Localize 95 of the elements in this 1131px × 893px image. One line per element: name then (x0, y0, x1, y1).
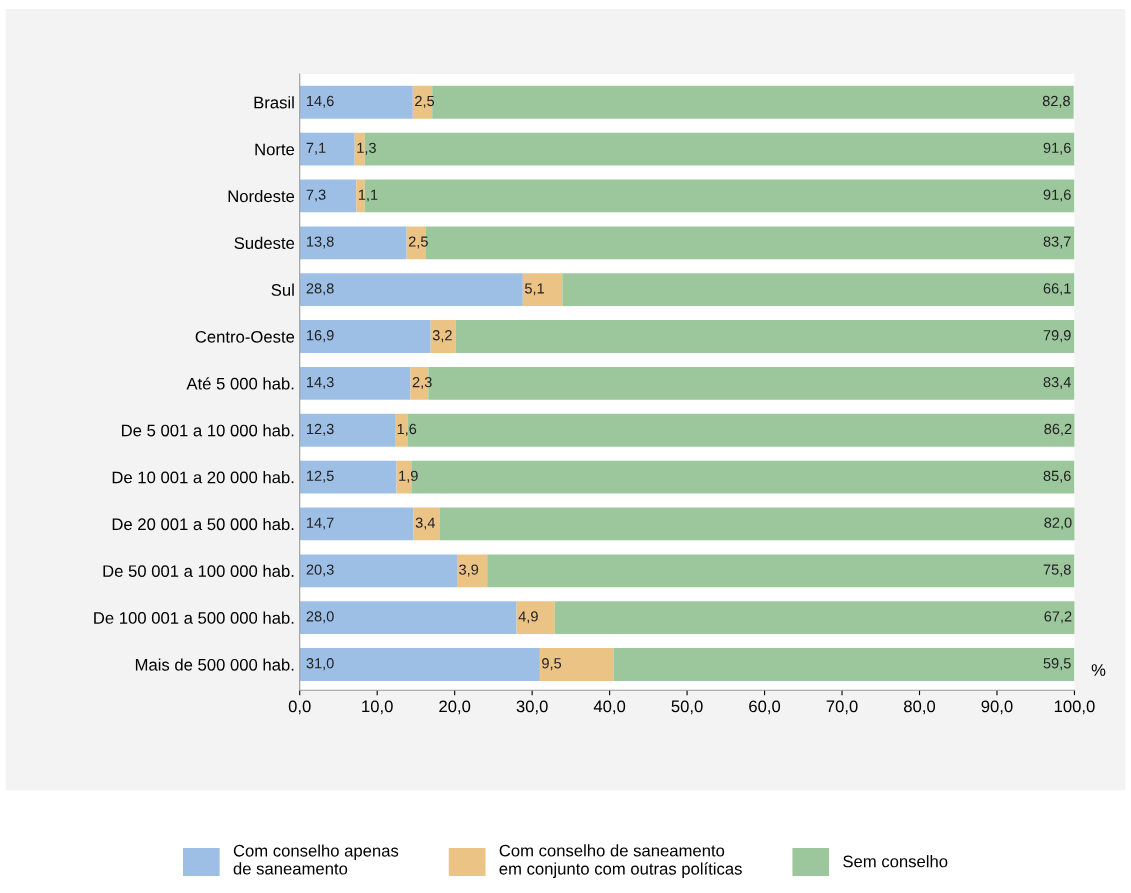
bar (554, 601, 1075, 635)
bar (456, 554, 488, 588)
y-tick-label: Nordeste (228, 189, 295, 203)
data-label: 85,6 (1043, 470, 1071, 483)
data-label: 14,7 (307, 517, 334, 530)
x-tick-label: 70,0 (826, 700, 858, 715)
bar (539, 648, 614, 681)
data-label: 7,3 (306, 189, 326, 202)
bar (299, 85, 413, 119)
y-tick-label: Mais de 500 000 hab. (135, 658, 294, 671)
data-label: 83,7 (1043, 236, 1071, 249)
x-tick-label: 80,0 (904, 700, 936, 715)
y-tick-label: Sul (271, 283, 294, 296)
data-label: 1,1 (358, 189, 378, 202)
data-label: 79,9 (1043, 330, 1071, 343)
data-label: 2,5 (408, 236, 428, 249)
data-label: 2,3 (412, 376, 432, 390)
y-tick-label: De 100 001 a 500 000 hab. (94, 611, 294, 624)
data-label: 14,6 (307, 95, 334, 108)
y-tick-label: Brasil (254, 96, 294, 109)
bar (299, 132, 355, 166)
bar (299, 179, 357, 213)
legend-label: Sem conselho (843, 855, 948, 868)
bar (299, 554, 457, 588)
data-label: 12,3 (307, 423, 334, 436)
data-label: 67,2 (1044, 611, 1072, 624)
y-tick-label: Centro-Oeste (195, 330, 295, 343)
data-label: 86,2 (1044, 423, 1072, 436)
data-label: 4,9 (518, 611, 538, 624)
legend-label: Com conselho de saneamento em conjunto com outras políticas (499, 844, 742, 878)
y-tick-label: Até 5 000 hab. (186, 377, 294, 390)
y-tick-label: De 10 001 a 20 000 hab. (112, 471, 294, 484)
data-label: 9,5 (542, 658, 562, 671)
bar (522, 273, 563, 307)
y-tick-label: Sudeste (234, 236, 295, 250)
x-tick-label: 50,0 (671, 700, 703, 715)
data-label: 28,0 (306, 611, 334, 624)
bar (516, 601, 555, 635)
bar (299, 226, 407, 260)
bar (439, 507, 1075, 541)
bar (432, 85, 1074, 119)
bar (430, 320, 456, 353)
data-label: 2,5 (415, 95, 435, 108)
data-label: 83,4 (1043, 376, 1071, 390)
data-label: 91,6 (1043, 189, 1071, 202)
data-label: 3,2 (432, 330, 452, 343)
legend-label: Com conselho apenas de saneamento (233, 844, 399, 875)
bar (299, 648, 540, 681)
data-label: 3,4 (415, 517, 435, 530)
bar (487, 554, 1075, 588)
data-label: 82,8 (1042, 95, 1070, 108)
bar (299, 320, 431, 353)
data-label: 12,5 (307, 470, 334, 483)
bar (299, 507, 414, 541)
bar (299, 273, 523, 307)
data-label: 1,3 (357, 142, 376, 155)
bar (455, 320, 1075, 353)
x-tick-label: 30,0 (516, 700, 548, 715)
data-label: 91,6 (1043, 142, 1071, 155)
data-label: 7,1 (306, 142, 326, 155)
x-tick-label: 100,0 (1054, 700, 1095, 715)
data-label: 82,0 (1044, 517, 1072, 530)
bar (562, 273, 1075, 307)
data-label: 28,8 (306, 283, 334, 296)
bar (299, 413, 396, 447)
x-tick-label: 20,0 (439, 700, 471, 715)
data-label: 31,0 (306, 658, 334, 671)
y-tick-label: De 20 001 a 50 000 hab. (112, 517, 294, 531)
x-tick-label: 40,0 (593, 700, 626, 715)
data-label: 16,9 (307, 330, 334, 343)
bar (299, 366, 411, 400)
y-tick-label: Norte (255, 143, 295, 156)
x-tick-label: 10,0 (362, 700, 393, 715)
data-label: 5,1 (524, 283, 544, 296)
x-tick-label: 90,0 (981, 700, 1013, 715)
data-label: 66,1 (1043, 283, 1071, 296)
x-tick-label: 0,0 (288, 700, 311, 715)
bar (299, 601, 517, 635)
data-label: 14,3 (307, 376, 334, 390)
data-label: 1,6 (397, 423, 417, 436)
data-label: 59,5 (1043, 658, 1071, 671)
data-label: 13,8 (307, 236, 334, 249)
data-label: 75,8 (1043, 564, 1071, 577)
y-tick-label: De 50 001 a 100 000 hab. (103, 564, 294, 578)
bar (613, 648, 1075, 681)
data-label: 1,9 (399, 470, 418, 483)
x-tick-label: 60,0 (749, 700, 781, 715)
bar (426, 226, 1075, 260)
bar (412, 85, 433, 119)
data-label: 3,9 (459, 564, 479, 577)
y-tick-label: De 5 001 a 10 000 hab. (122, 424, 294, 437)
x-axis-title: % (1091, 664, 1106, 676)
bar (299, 460, 397, 494)
bar (406, 226, 426, 260)
data-label: 20,3 (306, 564, 334, 577)
